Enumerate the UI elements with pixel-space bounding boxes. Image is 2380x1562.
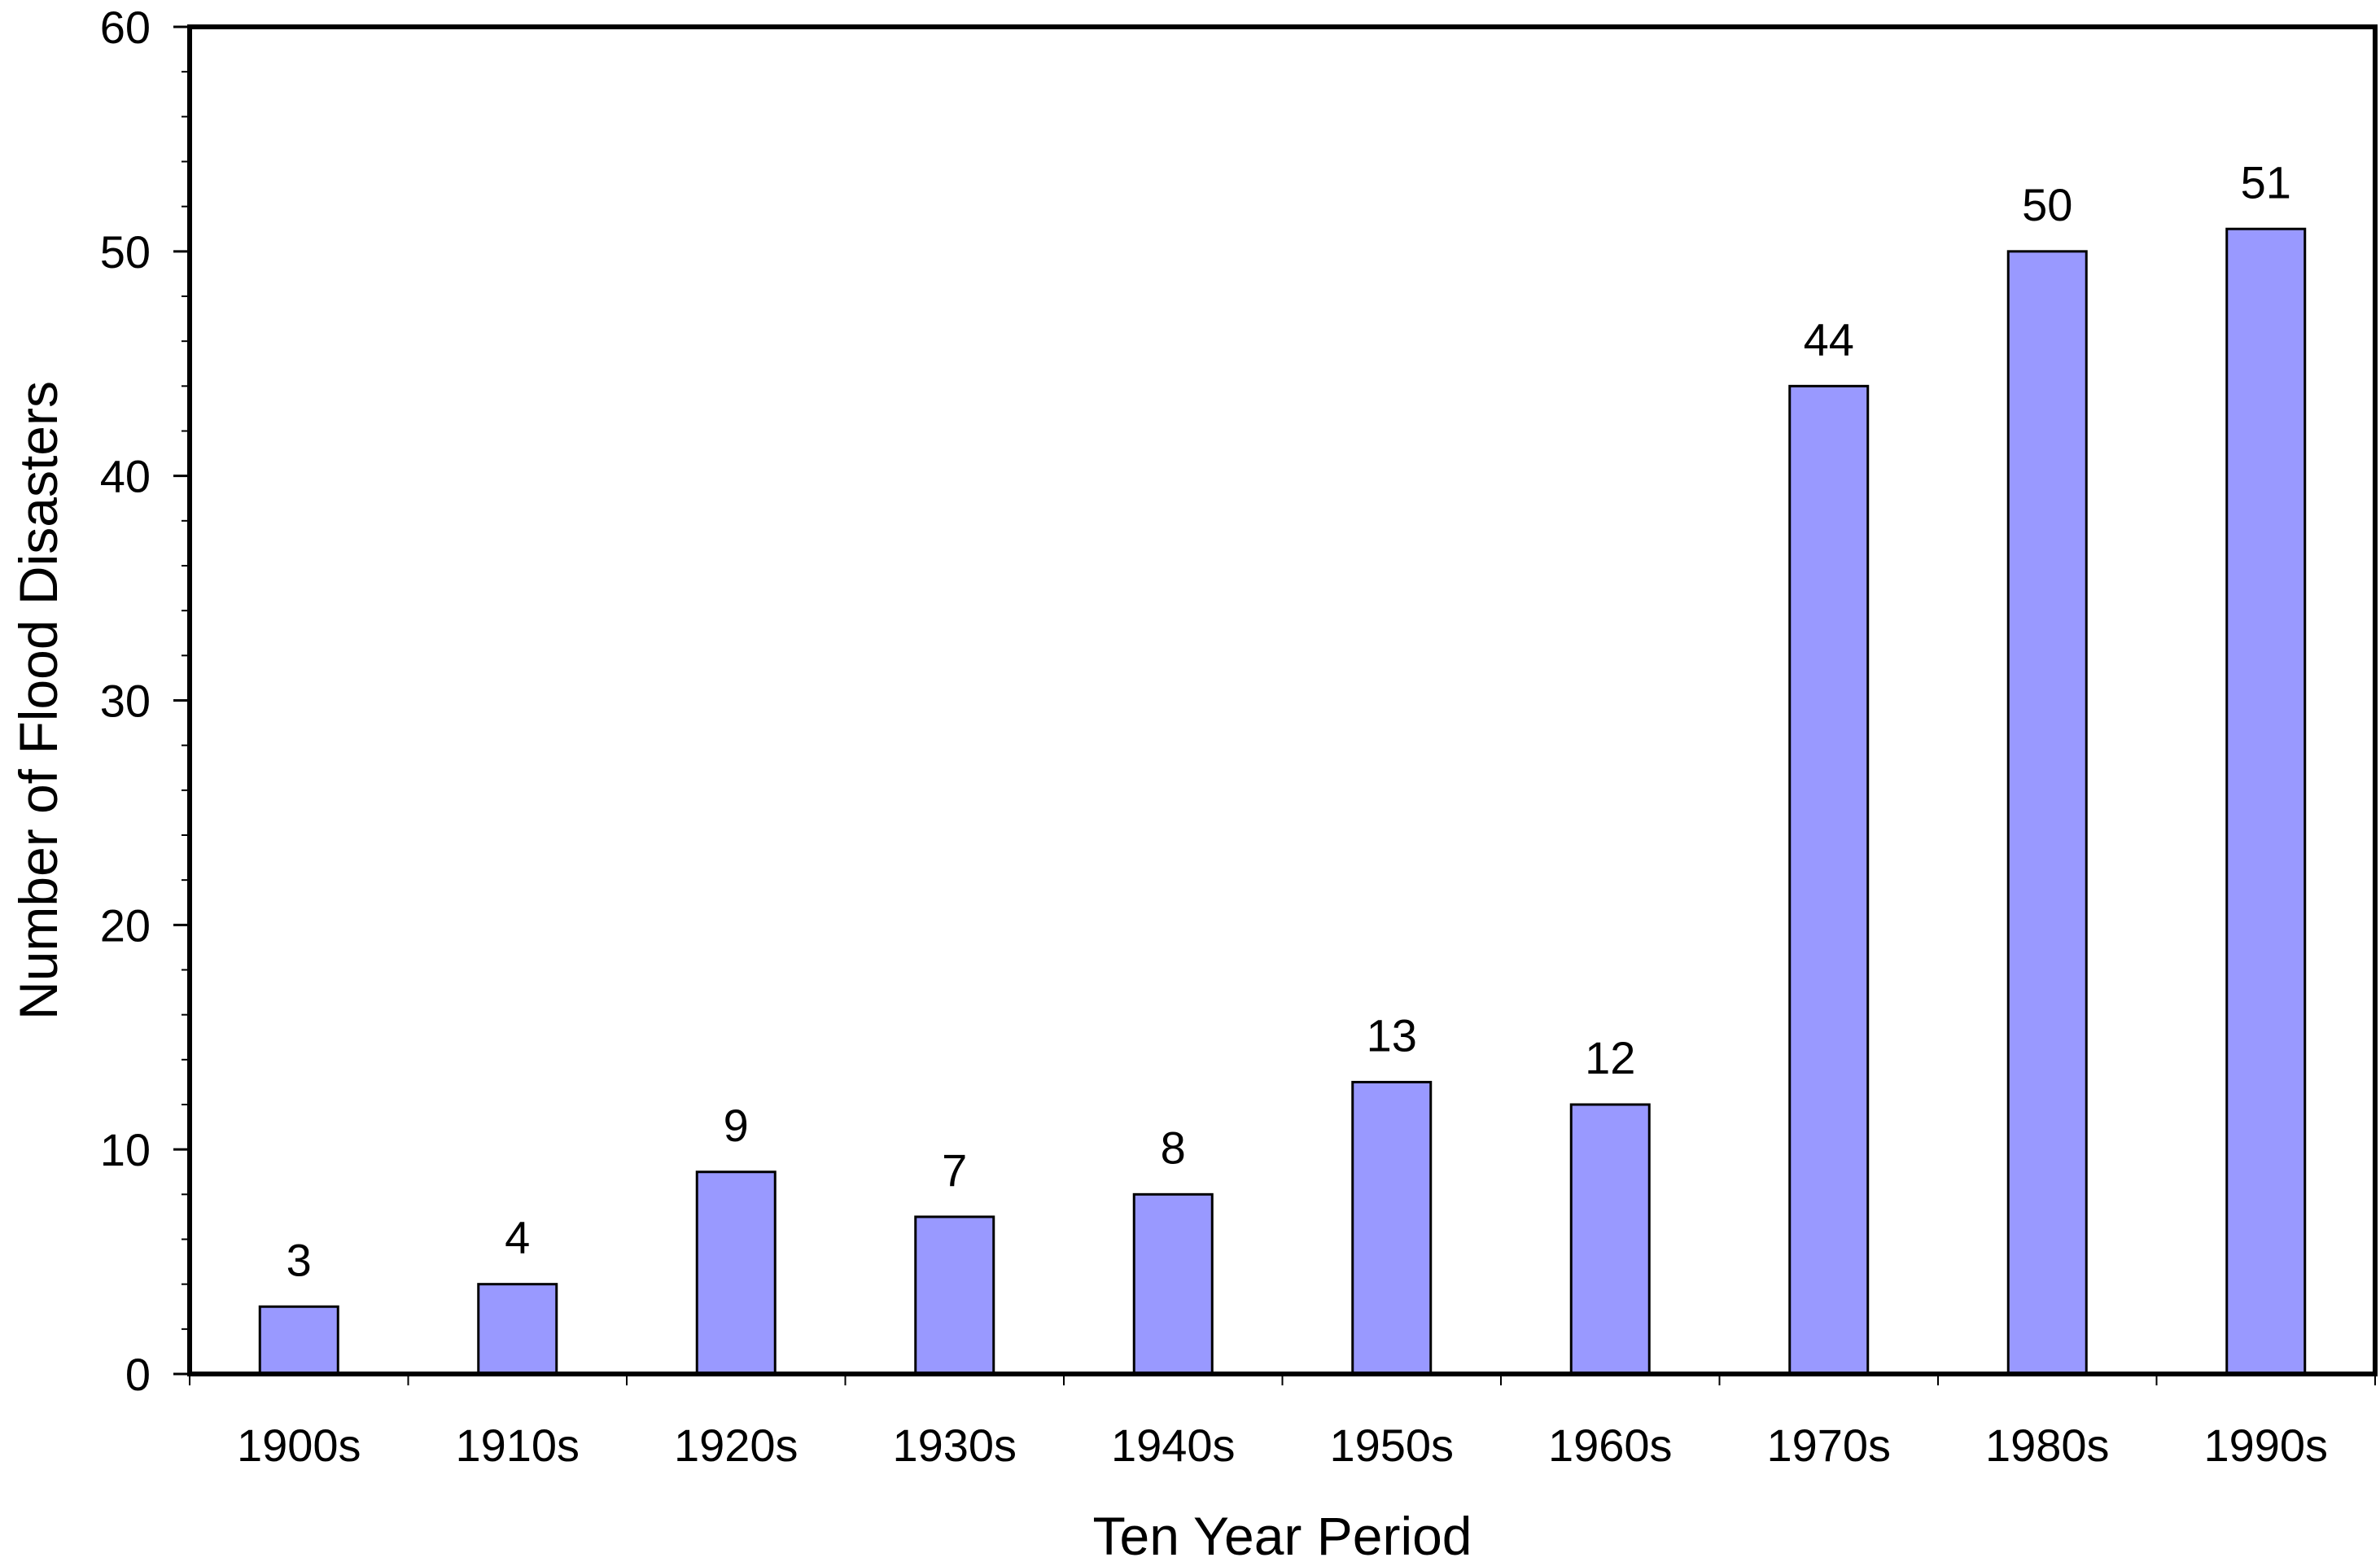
bar-1900s [258,1305,339,1376]
y-axis-title: Number of Flood Disasters [8,381,68,1020]
x-tick-label-1940s: 1940s [1111,1420,1236,1471]
y-tick-label-0: 0 [125,1349,151,1400]
y-tick-label-40: 40 [100,451,151,502]
x-tick-label-1990s: 1990s [2203,1420,2328,1471]
y-tick-label-50: 50 [100,226,151,278]
x-tick-label-1910s: 1910s [455,1420,580,1471]
bar-1930s [914,1215,995,1376]
bar-1990s [2225,227,2307,1376]
bar-1970s [1788,384,1870,1376]
y-tick-label-60: 60 [100,2,151,53]
bar-1980s [2006,250,2088,1376]
data-label-1990s: 51 [2241,156,2291,208]
x-tick-label-1920s: 1920s [674,1420,798,1471]
bar-1910s [477,1283,558,1376]
x-tick-label-1960s: 1960s [1548,1420,1673,1471]
bar-1920s [695,1170,777,1376]
x-tick-label-1900s: 1900s [237,1420,361,1471]
y-tick-label-20: 20 [100,899,151,951]
data-label-1980s: 50 [2022,179,2072,230]
bar-1960s [1569,1103,1651,1376]
x-tick-label-1970s: 1970s [1766,1420,1891,1471]
data-label-1940s: 8 [1161,1122,1186,1173]
bars [258,227,2307,1376]
x-axis-title: Ten Year Period [1092,1506,1472,1562]
bar-1950s [1351,1080,1433,1376]
y-tick-label-30: 30 [100,676,151,727]
y-tick-label-10: 10 [100,1124,151,1175]
data-label-1950s: 13 [1367,1009,1417,1061]
data-label-1970s: 44 [1804,313,1854,365]
axes [173,24,2378,1385]
data-label-1930s: 7 [942,1144,967,1196]
x-tick-label-1980s: 1980s [1985,1420,2110,1471]
data-label-1900s: 3 [287,1234,312,1285]
data-label-1910s: 4 [505,1212,530,1263]
x-tick-label-1950s: 1950s [1329,1420,1454,1471]
bar-1940s [1132,1192,1214,1376]
labels: 3 1900s 4 1910s 9 1920s 7 1930s 8 1940s 13 1950s 12 1… [100,2,2328,1471]
data-label-1920s: 9 [724,1100,749,1151]
x-tick-label-1930s: 1930s [892,1420,1017,1471]
data-label-1960s: 12 [1585,1032,1635,1083]
